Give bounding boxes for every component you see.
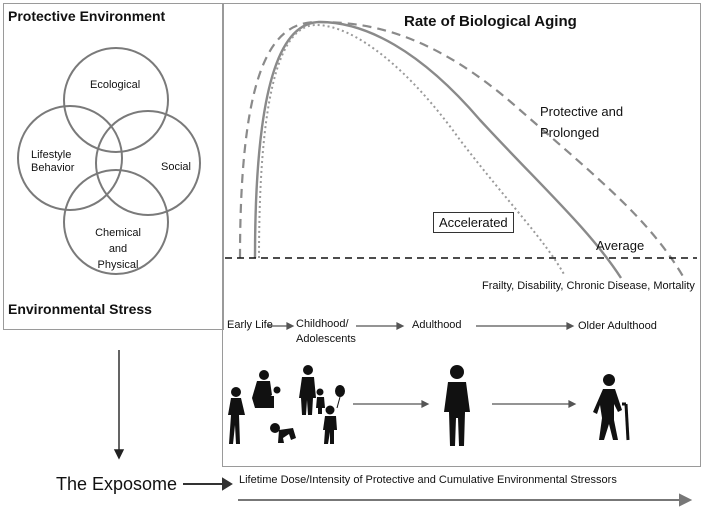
protective-label: Protective and Prolonged (540, 104, 624, 140)
accelerated-label: Accelerated (433, 212, 514, 233)
ecological-label: Ecological (90, 79, 141, 91)
stage-early-life: Early Life (227, 319, 273, 331)
lifetime-label: Lifetime Dose/Intensity of Protective an… (239, 474, 617, 486)
chemical-label: Chemical and Physical (95, 227, 141, 271)
environmental-stress-title: Environmental Stress (8, 301, 152, 317)
stage-adulthood: Adulthood (412, 319, 462, 331)
curve-panel-title: Rate of Biological Aging (404, 13, 577, 30)
curve-panel-frame (222, 3, 701, 467)
exposome-label: The Exposome (56, 474, 178, 494)
protective-environment-title: Protective Environment (8, 8, 166, 24)
average-label: Average (596, 238, 645, 253)
stage-childhood: Childhood/ Adolescents (296, 318, 356, 345)
lifestyle-label: Lifestyle Behavior (31, 149, 75, 174)
outcomes-label: Frailty, Disability, Chronic Disease, Mo… (482, 280, 695, 292)
left-panel-frame (3, 3, 224, 330)
social-label: Social (161, 161, 191, 173)
stage-older-adulthood: Older Adulthood (578, 320, 657, 332)
